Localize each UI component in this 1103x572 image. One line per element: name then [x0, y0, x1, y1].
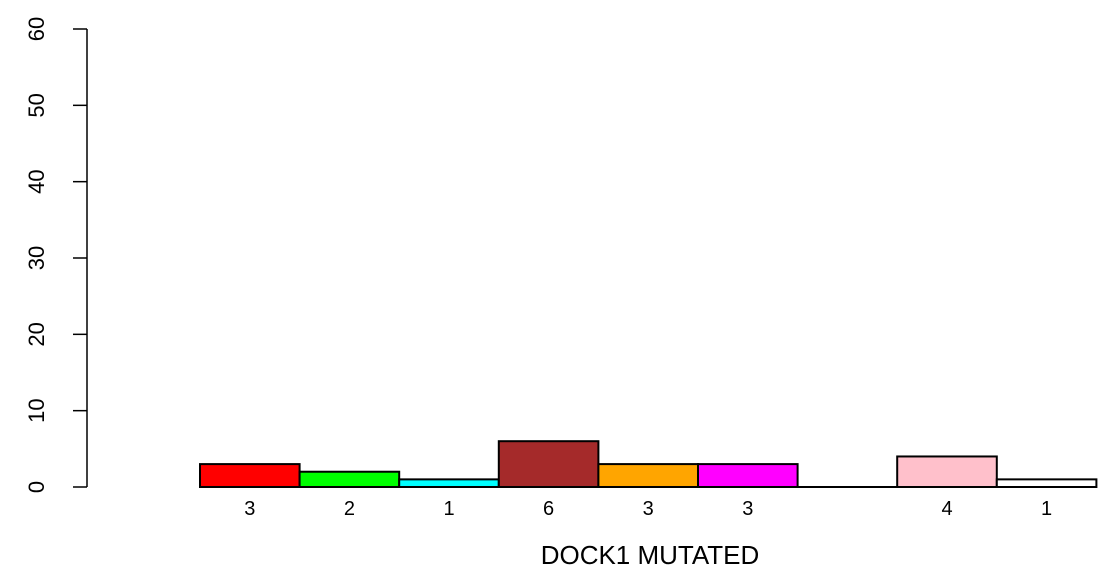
y-tick-label: 0: [24, 481, 49, 493]
y-tick-label: 20: [24, 322, 49, 346]
bar-value-label: 3: [742, 498, 753, 520]
y-axis: 0 10 20 30 40 50 60: [24, 17, 88, 493]
bar-value-label: 1: [1041, 498, 1052, 520]
bar-value-label: 3: [643, 498, 654, 520]
y-tick-label: 60: [24, 17, 49, 41]
bar-value-label: 6: [543, 498, 554, 520]
bar: [597, 463, 700, 489]
bar: [199, 463, 301, 489]
bar: [896, 455, 998, 489]
bar: [398, 478, 500, 489]
bar: [497, 440, 600, 489]
bar: [995, 478, 1098, 489]
bar-value-label: 1: [443, 498, 454, 520]
y-tick-label: 10: [24, 398, 49, 422]
bar-value-label: 4: [941, 498, 952, 520]
bar-labels: 3 2 1 6 3 3 4 1: [244, 498, 1052, 520]
bar: [697, 463, 799, 489]
bar: [298, 470, 401, 489]
bar-value-label: 3: [244, 498, 255, 520]
bar-value-label: 2: [344, 498, 355, 520]
y-tick-label: 30: [24, 246, 49, 270]
y-tick-label: 50: [24, 93, 49, 117]
y-tick-label: 40: [24, 169, 49, 193]
x-axis-title: DOCK1 MUTATED: [541, 540, 760, 570]
bars: [199, 440, 1098, 489]
